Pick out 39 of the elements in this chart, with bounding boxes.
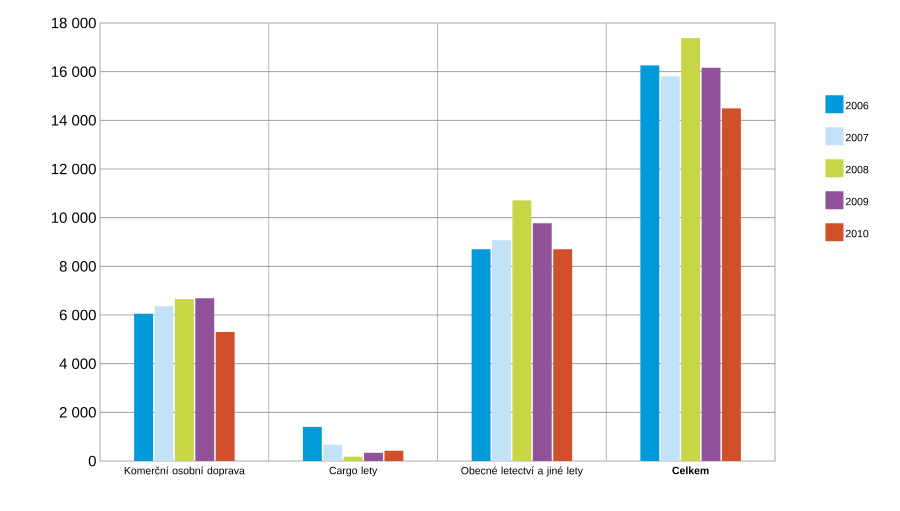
y-tick-label: 4 000 [59, 358, 96, 369]
bar [532, 223, 552, 461]
bar [512, 200, 532, 461]
bar [364, 452, 383, 461]
legend-label: 2007 [846, 134, 868, 142]
legend-label: 2010 [846, 230, 868, 238]
y-tick-label: 0 [88, 456, 96, 466]
bar [553, 249, 572, 461]
y-tick-label: 2 000 [60, 407, 96, 418]
bar [681, 38, 700, 461]
y-tick-label: 16 000 [52, 66, 96, 77]
bar [134, 314, 154, 461]
y-tick-label: 6 000 [60, 310, 96, 320]
x-tick-label: Celkem [672, 466, 709, 474]
bar [384, 450, 404, 461]
y-tick-label: 18 000 [52, 18, 96, 28]
legend-label: 2009 [846, 198, 868, 206]
bar [640, 65, 660, 461]
bar [174, 299, 194, 461]
bar [492, 240, 511, 461]
bar [702, 68, 720, 461]
bar [154, 306, 174, 461]
bar [472, 249, 491, 461]
bar [216, 332, 235, 461]
bar [302, 426, 322, 461]
x-tick-label: Obecné letectví a jiné lety [461, 466, 583, 476]
y-tick-label: 10 000 [52, 212, 96, 223]
x-tick-label: Cargo lety [330, 466, 378, 476]
bar [195, 298, 214, 461]
y-tick-label: 14 000 [52, 115, 96, 126]
legend-label: 2006 [846, 102, 868, 110]
x-tick-label: Komerční osobní doprava [124, 466, 245, 476]
y-tick-label: 12 000 [52, 164, 96, 174]
bar [323, 444, 342, 461]
bar [660, 76, 680, 461]
bar [344, 456, 363, 461]
bar [722, 108, 741, 461]
y-tick-label: 8 000 [60, 261, 96, 272]
legend-label: 2008 [846, 166, 868, 174]
